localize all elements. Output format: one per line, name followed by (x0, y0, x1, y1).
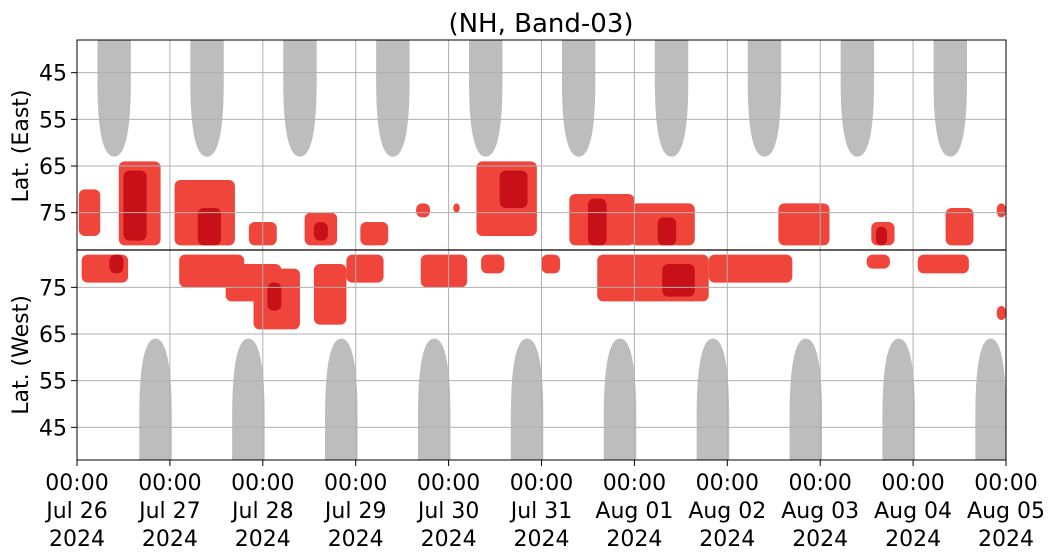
activity-region-mid (945, 208, 974, 246)
y-tick-label-east: 45 (39, 62, 67, 87)
y-tick-label-west: 65 (39, 323, 67, 348)
x-tick-label: 2024 (421, 527, 477, 552)
no-data-region (232, 338, 265, 460)
activity-region-high (499, 170, 528, 208)
no-data-region (510, 338, 544, 460)
chart-title: (NH, Band-03) (448, 9, 633, 39)
no-data-region (840, 40, 875, 157)
activity-region-mid (416, 203, 431, 218)
no-data-region (975, 338, 1006, 460)
x-tick-label: Jul 30 (416, 499, 480, 524)
no-data-region (882, 338, 915, 460)
activity-region-mid (708, 254, 793, 283)
x-tick-label: 00:00 (138, 471, 201, 496)
x-tick-label: Jul 31 (509, 499, 573, 524)
x-tick-label: Aug 05 (967, 499, 1045, 524)
x-tick-label: 2024 (606, 527, 662, 552)
activity-region-mid (420, 254, 468, 288)
activity-region-high (875, 226, 888, 246)
x-tick-label: 00:00 (974, 471, 1037, 496)
activity-region-high (657, 217, 677, 246)
activity-region-mid (360, 222, 389, 246)
activity-region-mid (541, 254, 561, 274)
x-tick-label: 2024 (792, 527, 848, 552)
activity-region-mid (996, 203, 1006, 218)
x-tick-label: Jul 26 (44, 499, 108, 524)
no-data-region (696, 338, 730, 460)
no-data-region (561, 40, 596, 157)
activity-region-mid (453, 203, 460, 213)
x-tick-label: Jul 27 (137, 499, 201, 524)
activity-region-mid (917, 254, 969, 274)
activity-region-high (587, 198, 607, 246)
x-tick-label: Aug 02 (688, 499, 766, 524)
x-tick-label: 00:00 (510, 471, 573, 496)
x-tick-label: 2024 (978, 527, 1034, 552)
y-tick-label-east: 75 (39, 202, 67, 227)
x-tick-label: Aug 01 (595, 499, 673, 524)
axes: 45 55 65 75 75 65 55 45 00:00 Jul 26 2024 00:00 Jul … (39, 39, 1045, 552)
y-axis-label-west: Lat. (West) (9, 295, 34, 415)
x-tick-label: 2024 (49, 527, 105, 552)
x-tick-label: 2024 (235, 527, 291, 552)
x-tick-label: Jul 29 (323, 499, 387, 524)
x-tick-label: 00:00 (788, 471, 851, 496)
no-data-region (283, 40, 317, 157)
no-data-region (190, 40, 224, 157)
y-tick-label-east: 55 (39, 108, 67, 133)
y-tick-label-west: 55 (39, 370, 67, 395)
activity-region-mid (866, 254, 890, 269)
x-tick-label: 00:00 (324, 471, 387, 496)
activity-region-high (313, 222, 328, 241)
y-axis-label-east: Lat. (East) (9, 90, 34, 203)
y-tick-label-east: 65 (39, 155, 67, 180)
no-data-region (603, 338, 637, 460)
activity-region-mid (313, 264, 347, 325)
y-tick-label-west: 45 (39, 416, 67, 441)
activity-region-mid (778, 203, 830, 246)
x-tick-label: 2024 (142, 527, 198, 552)
no-data-region (325, 338, 358, 460)
no-data-region (469, 40, 503, 157)
no-data-region (376, 40, 410, 157)
no-data-region (789, 338, 823, 460)
x-tick-label: 2024 (514, 527, 570, 552)
x-tick-label: Jul 28 (230, 499, 294, 524)
activity-region-high (197, 208, 221, 246)
plot-area (76, 40, 1007, 460)
x-tick-label: Aug 03 (781, 499, 859, 524)
x-tick-label: 00:00 (417, 471, 480, 496)
x-tick-label: 2024 (699, 527, 755, 552)
activity-region-mid (481, 254, 505, 274)
x-tick-label: Aug 04 (874, 499, 952, 524)
y-tick-label-west: 75 (39, 276, 67, 301)
activity-region-mid (346, 254, 384, 283)
activity-region-high (123, 170, 147, 241)
no-data-region (654, 40, 689, 157)
no-data-region (139, 338, 172, 460)
no-data-region (97, 40, 131, 157)
activity-region-high (109, 254, 124, 274)
no-data-region (417, 338, 451, 460)
x-tick-label: 2024 (328, 527, 384, 552)
activity-region-mid (996, 306, 1006, 320)
x-tick-label: 00:00 (45, 471, 108, 496)
x-tick-label: 2024 (885, 527, 941, 552)
x-tick-label: 00:00 (231, 471, 294, 496)
activity-region-high (267, 282, 282, 311)
x-tick-label: 00:00 (603, 471, 666, 496)
no-data-region (933, 40, 967, 157)
x-tick-label: 00:00 (881, 471, 944, 496)
no-data-region (747, 40, 782, 157)
activity-region-high (662, 264, 695, 297)
x-tick-label: 00:00 (696, 471, 759, 496)
